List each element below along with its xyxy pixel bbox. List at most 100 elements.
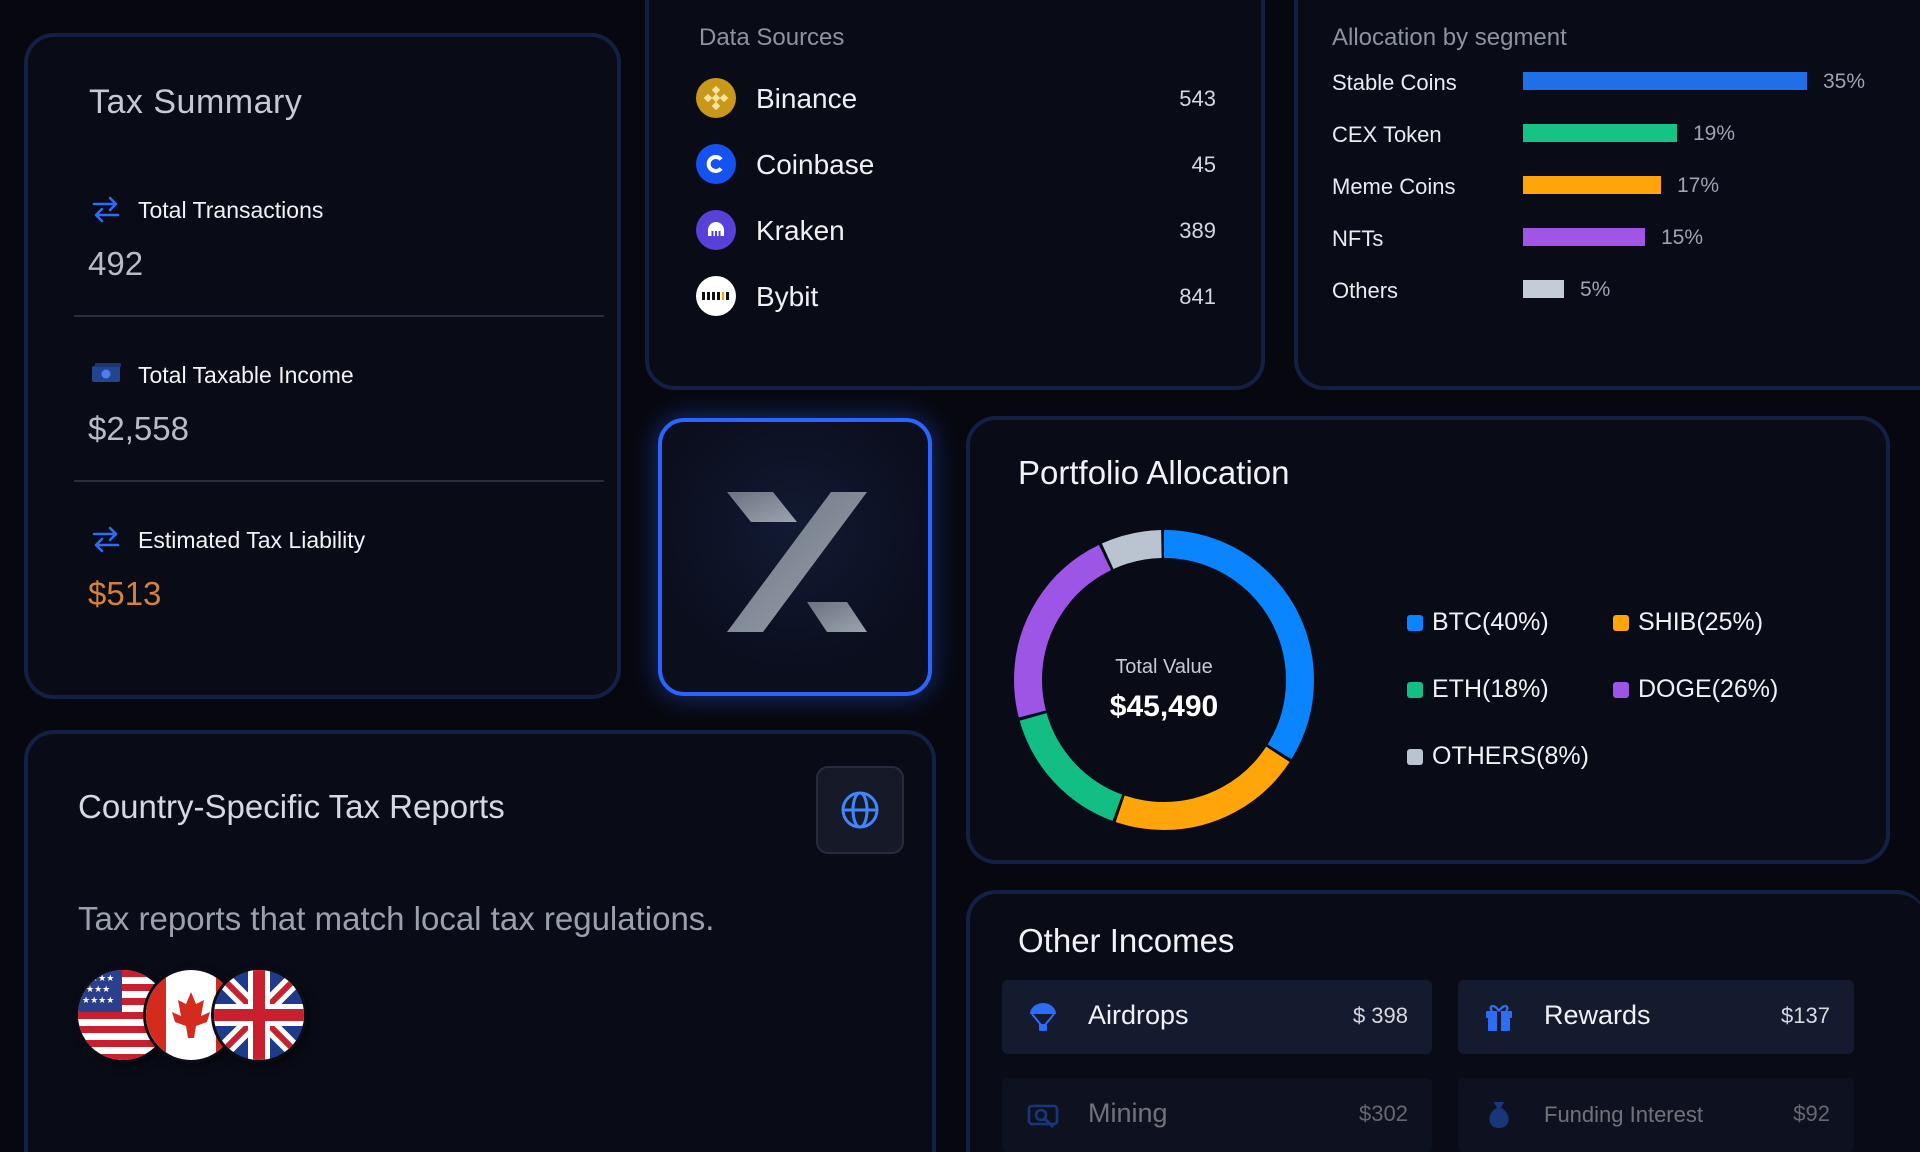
- legend-label: ETH(18%): [1432, 675, 1549, 703]
- segment-percent: 19%: [1693, 122, 1736, 145]
- country-tax-reports-card: Country-Specific Tax Reports Tax reports…: [24, 730, 936, 1152]
- donut-center: Total Value $45,490: [1014, 530, 1314, 830]
- globe-icon: [841, 791, 879, 829]
- legend-label: BTC(40%): [1432, 608, 1549, 636]
- legend-item-doge: DOGE(26%): [1613, 675, 1778, 704]
- segment-percent: 17%: [1677, 174, 1720, 197]
- data-source-name: Kraken: [756, 215, 845, 246]
- allocation-by-segment-card: Allocation by segment Stable Coins 35% CEX…: [1294, 0, 1920, 390]
- segment-bar: [1523, 72, 1807, 90]
- data-source-item-kraken[interactable]: Kraken 389: [696, 210, 1216, 254]
- income-item-airdrops[interactable]: Airdrops $ 398: [1002, 980, 1432, 1054]
- data-source-item-binance[interactable]: Binance 543: [696, 78, 1216, 122]
- data-sources-title: Data Sources: [699, 24, 845, 51]
- segment-label: Others: [1332, 278, 1399, 303]
- svg-text:★★★: ★★★: [86, 985, 110, 995]
- segment-row: Others 5%: [1332, 278, 1920, 303]
- legend-item-btc: BTC(40%): [1407, 608, 1549, 637]
- income-label: Rewards: [1544, 1000, 1651, 1030]
- legend-item-others: OTHERS(8%): [1407, 742, 1589, 771]
- data-source-name: Bybit: [756, 281, 819, 312]
- legend-label: DOGE(26%): [1638, 675, 1779, 703]
- donut-slice-btc: [1014, 530, 1314, 830]
- income-label: Mining: [1088, 1098, 1168, 1128]
- total-value-caption: Total Value: [1115, 656, 1213, 678]
- data-sources-card: Data Sources Binance 543 Coinbase 45 Kra…: [645, 0, 1265, 390]
- income-amount: $92: [1793, 1101, 1830, 1126]
- total-transactions-value: 492: [88, 245, 144, 282]
- legend-label: SHIB(25%): [1638, 608, 1764, 636]
- segment-percent: 15%: [1661, 226, 1704, 249]
- data-source-count: 389: [1179, 218, 1216, 243]
- country-tax-reports-title: Country-Specific Tax Reports: [78, 788, 505, 825]
- data-source-count: 45: [1191, 152, 1216, 177]
- income-item-rewards[interactable]: Rewards $137: [1458, 980, 1854, 1054]
- legend-swatch: [1407, 682, 1423, 698]
- income-amount: $ 398: [1352, 1003, 1408, 1028]
- segment-row: CEX Token 19%: [1332, 122, 1920, 147]
- app-logo-tile: [658, 418, 932, 696]
- segment-percent: 5%: [1580, 278, 1611, 301]
- segment-bar: [1523, 124, 1677, 142]
- portfolio-allocation-title: Portfolio Allocation: [1018, 454, 1290, 491]
- portfolio-allocation-card: Portfolio Allocation Total Value $45,490…: [966, 416, 1890, 864]
- data-source-count: 543: [1179, 86, 1216, 111]
- income-amount: $137: [1781, 1003, 1830, 1028]
- bybit-logo-icon: [696, 276, 736, 316]
- legend-swatch: [1613, 682, 1629, 698]
- total-taxable-income-label: Total Taxable Income: [138, 362, 354, 388]
- segment-row: Meme Coins 17%: [1332, 174, 1920, 199]
- svg-text:★★★★: ★★★★: [82, 996, 114, 1006]
- legend-swatch: [1613, 615, 1629, 631]
- mining-icon: [1027, 1104, 1059, 1129]
- legend-label: OTHERS(8%): [1432, 742, 1589, 770]
- swap-arrows-icon: [92, 196, 120, 223]
- data-source-name: Binance: [756, 83, 858, 114]
- legend-swatch: [1407, 615, 1423, 631]
- other-incomes-title: Other Incomes: [1018, 922, 1235, 959]
- segment-bar: [1523, 176, 1661, 194]
- uk-flag-icon: [214, 970, 304, 1060]
- allocation-by-segment-title: Allocation by segment: [1332, 24, 1567, 51]
- legend-item-shib: SHIB(25%): [1613, 608, 1763, 637]
- income-item-funding-interest[interactable]: Funding Interest $92: [1458, 1078, 1854, 1152]
- cash-icon: [92, 363, 121, 382]
- country-tax-reports-description: Tax reports that match local tax regulat…: [78, 900, 715, 937]
- swap-arrows-icon: [92, 526, 120, 553]
- coinbase-logo-icon: [696, 144, 736, 184]
- legend-swatch: [1407, 749, 1423, 765]
- donut-slice-shib: [1014, 530, 1314, 830]
- divider: [74, 315, 604, 317]
- legend-item-eth: ETH(18%): [1407, 675, 1549, 704]
- other-incomes-card: Other Incomes Airdrops $ 398 Rewards $13…: [966, 890, 1920, 1152]
- estimated-tax-liability-value: $513: [88, 575, 162, 612]
- segment-label: Meme Coins: [1332, 174, 1456, 199]
- tax-summary-card: Tax Summary Total Transactions 492 Total…: [24, 33, 621, 699]
- data-source-item-coinbase[interactable]: Coinbase 45: [696, 144, 1216, 188]
- gift-icon: [1486, 1004, 1512, 1031]
- tax-summary-title: Tax Summary: [89, 83, 303, 121]
- divider: [74, 480, 604, 482]
- segment-label: NFTs: [1332, 226, 1384, 251]
- portfolio-donut-chart: [1014, 530, 1314, 830]
- data-source-item-bybit[interactable]: Bybit 841: [696, 276, 1216, 320]
- svg-text:★★★★: ★★★★: [82, 974, 114, 984]
- total-value: $45,490: [1109, 690, 1219, 723]
- x-logo-icon: [727, 492, 867, 632]
- segment-percent: 35%: [1823, 70, 1866, 93]
- total-transactions-label: Total Transactions: [138, 197, 324, 223]
- kraken-logo-icon: [696, 210, 736, 250]
- income-item-mining[interactable]: Mining $302: [1002, 1078, 1432, 1152]
- total-taxable-income-value: $2,558: [88, 410, 189, 447]
- data-source-count: 841: [1179, 284, 1216, 309]
- segment-label: CEX Token: [1332, 122, 1442, 147]
- segment-row: Stable Coins 35%: [1332, 70, 1920, 95]
- segment-bar: [1523, 228, 1645, 246]
- data-source-name: Coinbase: [756, 149, 875, 180]
- parachute-icon: [1030, 1003, 1056, 1031]
- money-bag-icon: [1489, 1102, 1509, 1128]
- segment-label: Stable Coins: [1332, 70, 1457, 95]
- income-amount: $302: [1359, 1101, 1408, 1126]
- globe-button[interactable]: [816, 766, 904, 854]
- income-label: Funding Interest: [1544, 1102, 1703, 1127]
